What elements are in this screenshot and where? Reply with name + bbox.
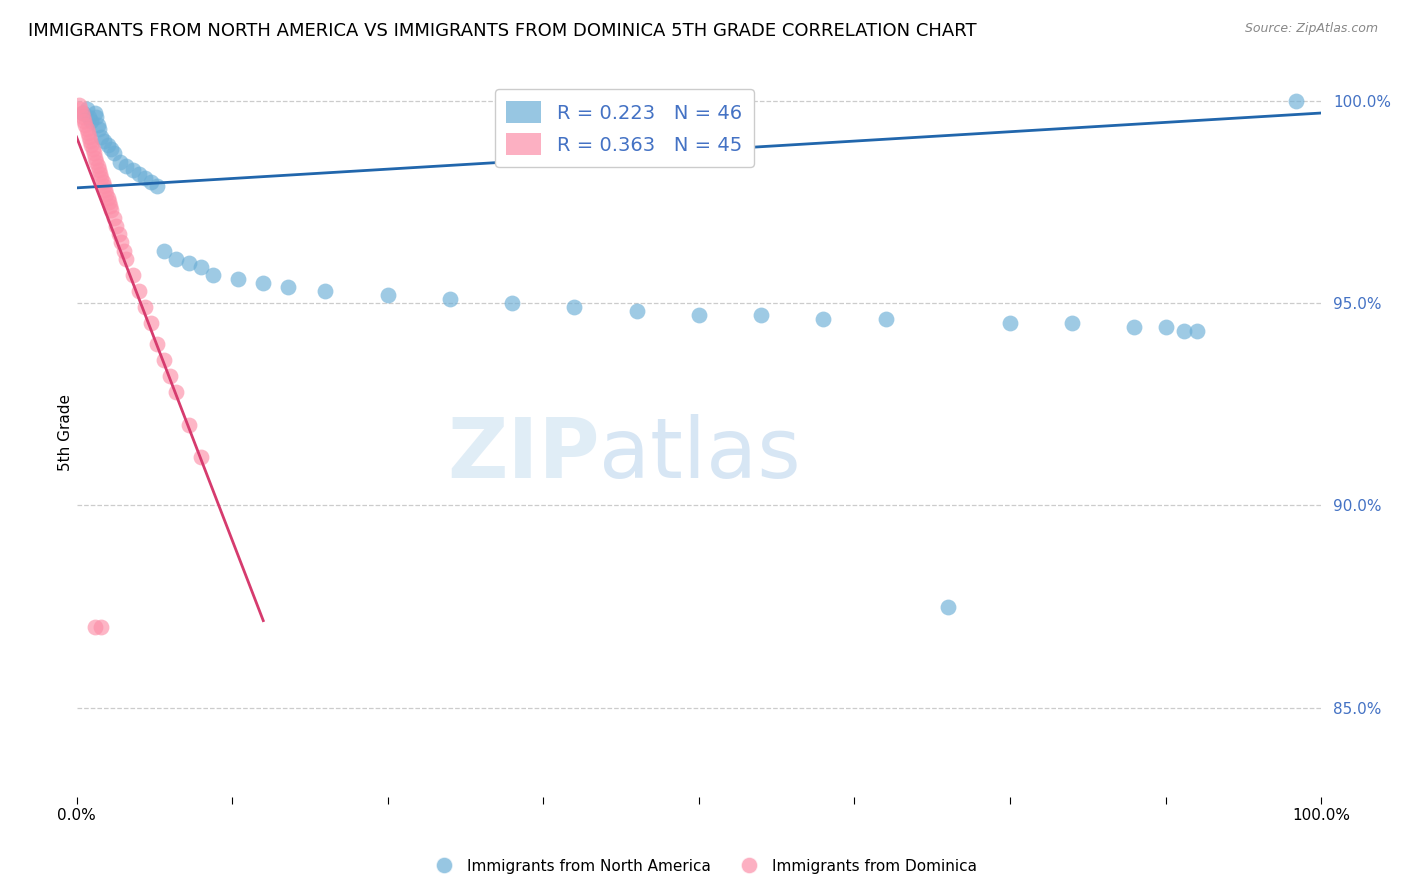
Point	[177, 417, 200, 432]
Point	[501, 296, 523, 310]
Point	[813, 312, 835, 326]
Point	[190, 260, 212, 274]
Point	[77, 130, 100, 145]
Point	[87, 162, 110, 177]
Point	[67, 98, 90, 112]
Point	[87, 122, 110, 136]
Point	[112, 244, 135, 258]
Point	[564, 300, 586, 314]
Point	[165, 385, 187, 400]
Point	[75, 118, 97, 132]
Point	[146, 336, 169, 351]
Point	[96, 186, 118, 201]
Point	[1173, 325, 1195, 339]
Point	[1285, 94, 1308, 108]
Point	[875, 312, 897, 326]
Point	[103, 211, 125, 226]
Point	[1123, 320, 1146, 334]
Point	[84, 620, 107, 634]
Point	[98, 199, 121, 213]
Point	[252, 276, 274, 290]
Point	[202, 268, 225, 282]
Point	[90, 170, 112, 185]
Point	[80, 138, 103, 153]
Point	[97, 138, 120, 153]
Point	[93, 134, 115, 148]
Point	[115, 252, 138, 266]
Point	[688, 308, 710, 322]
Point	[105, 219, 128, 234]
Point	[152, 352, 174, 367]
Point	[749, 308, 772, 322]
Point	[177, 256, 200, 270]
Point	[1185, 325, 1208, 339]
Point	[103, 146, 125, 161]
Point	[89, 167, 111, 181]
Point	[82, 143, 104, 157]
Point	[72, 106, 94, 120]
Point	[377, 288, 399, 302]
Point	[79, 134, 101, 148]
Point	[998, 317, 1021, 331]
Text: IMMIGRANTS FROM NORTH AMERICA VS IMMIGRANTS FROM DOMINICA 5TH GRADE CORRELATION : IMMIGRANTS FROM NORTH AMERICA VS IMMIGRA…	[28, 22, 977, 40]
Point	[936, 599, 959, 614]
Point	[626, 304, 648, 318]
Point	[152, 244, 174, 258]
Point	[165, 252, 187, 266]
Point	[121, 268, 143, 282]
Point	[76, 122, 98, 136]
Point	[159, 368, 181, 383]
Point	[90, 130, 112, 145]
Point	[72, 110, 94, 124]
Point	[69, 102, 91, 116]
Point	[146, 178, 169, 193]
Point	[1062, 317, 1084, 331]
Point	[190, 450, 212, 464]
Point	[314, 284, 336, 298]
Point	[91, 175, 114, 189]
Point	[86, 110, 108, 124]
Point	[115, 159, 138, 173]
Point	[1154, 320, 1177, 334]
Point	[90, 620, 112, 634]
Point	[86, 159, 108, 173]
Point	[76, 102, 98, 116]
Text: ZIP: ZIP	[447, 414, 599, 495]
Point	[277, 280, 299, 294]
Point	[97, 194, 120, 209]
Point	[70, 106, 93, 120]
Point	[134, 170, 156, 185]
Point	[141, 175, 163, 189]
Point	[83, 146, 105, 161]
Point	[100, 143, 122, 157]
Point	[128, 284, 150, 298]
Point	[86, 154, 108, 169]
Point	[228, 272, 250, 286]
Legend: Immigrants from North America, Immigrants from Dominica: Immigrants from North America, Immigrant…	[423, 853, 983, 880]
Legend: R = 0.223   N = 46, R = 0.363   N = 45: R = 0.223 N = 46, R = 0.363 N = 45	[495, 89, 754, 167]
Point	[128, 167, 150, 181]
Point	[110, 235, 132, 250]
Text: atlas: atlas	[599, 414, 801, 495]
Point	[80, 114, 103, 128]
Point	[108, 227, 131, 242]
Point	[439, 292, 461, 306]
Point	[141, 317, 163, 331]
Point	[108, 154, 131, 169]
Point	[93, 178, 115, 193]
Point	[84, 106, 107, 120]
Point	[100, 203, 122, 218]
Point	[86, 118, 108, 132]
Point	[134, 300, 156, 314]
Point	[97, 191, 120, 205]
Point	[94, 183, 117, 197]
Point	[84, 151, 107, 165]
Point	[121, 162, 143, 177]
Point	[76, 126, 98, 140]
Y-axis label: 5th Grade: 5th Grade	[58, 394, 73, 471]
Text: Source: ZipAtlas.com: Source: ZipAtlas.com	[1244, 22, 1378, 36]
Point	[77, 110, 100, 124]
Point	[73, 114, 96, 128]
